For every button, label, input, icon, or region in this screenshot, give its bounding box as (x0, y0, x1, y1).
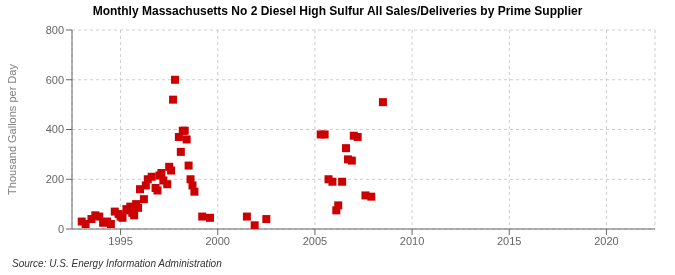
svg-text:400: 400 (46, 123, 64, 135)
svg-text:1995: 1995 (108, 235, 132, 247)
html-text:Monthly Massachusetts No 2 Die: Monthly Massachusetts No 2 Diesel High S… (92, 4, 583, 18)
svg-text:600: 600 (46, 74, 64, 86)
svg-text:800: 800 (46, 24, 64, 36)
svg-text:2010: 2010 (400, 235, 424, 247)
svg-text:2015: 2015 (497, 235, 521, 247)
svg-text:Thousand Gallons per Day: Thousand Gallons per Day (8, 64, 18, 195)
svg-text:200: 200 (46, 173, 64, 185)
svg-text:2020: 2020 (594, 235, 618, 247)
html-text:Source: U.S. Energy Informatio: Source: U.S. Energy Information Administ… (12, 258, 222, 269)
svg-text:2000: 2000 (206, 235, 230, 247)
svg-text:0: 0 (58, 223, 64, 235)
svg-text:2005: 2005 (303, 235, 327, 247)
